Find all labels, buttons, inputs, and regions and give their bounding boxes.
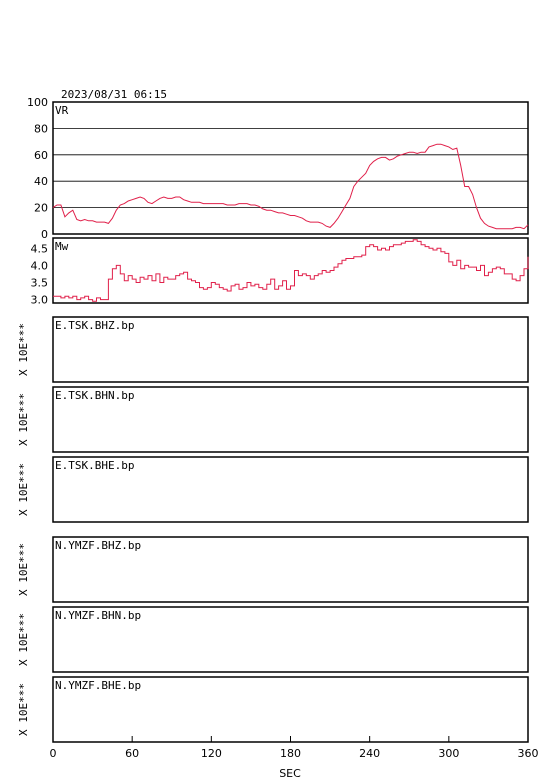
waveform-panel: N.YMZF.BHZ.bp X 10E*** — [17, 536, 529, 603]
waveform-frame — [52, 456, 529, 523]
x-axis: 0 60 120 180 240 300 360 — [50, 736, 539, 760]
x-tick-label: 300 — [438, 747, 459, 760]
vr-frame — [52, 101, 529, 235]
vr-gridlines — [53, 127, 528, 209]
vr-panel-label: VR — [55, 104, 69, 117]
waveform-panels: E.TSK.BHZ.bp X 10E*** E.TSK.BHN.bp X 10E***… — [17, 316, 529, 743]
mw-y-tick-label: 4.0 — [31, 259, 49, 272]
mw-series-line — [53, 239, 529, 302]
x-tick-label: 180 — [280, 747, 301, 760]
waveform-panel: N.YMZF.BHN.bp X 10E*** — [17, 606, 529, 673]
vr-y-ticks: 0 20 40 60 80 100 — [27, 96, 48, 241]
mw-panel: 3.0 3.5 4.0 4.5 Mw — [31, 237, 529, 307]
waveform-panel: E.TSK.BHN.bp X 10E*** — [17, 386, 529, 453]
waveform-channel-label: N.YMZF.BHN.bp — [55, 609, 141, 622]
mw-y-tick-label: 3.0 — [31, 294, 49, 307]
waveform-y-axis-label: X 10E*** — [17, 683, 30, 736]
vr-y-tick-label: 80 — [34, 122, 48, 135]
waveform-channel-label: E.TSK.BHE.bp — [55, 459, 134, 472]
waveform-frame — [52, 606, 529, 673]
waveform-panel: E.TSK.BHE.bp X 10E*** — [17, 456, 529, 523]
waveform-y-axis-label: X 10E*** — [17, 463, 30, 516]
x-tick-label: 120 — [201, 747, 222, 760]
waveform-y-axis-label: X 10E*** — [17, 323, 30, 376]
waveform-panel: E.TSK.BHZ.bp X 10E*** — [17, 316, 529, 383]
vr-y-tick-label: 60 — [34, 149, 48, 162]
waveform-frame — [52, 316, 529, 383]
waveform-y-axis-label: X 10E*** — [17, 543, 30, 596]
x-tick-label: 0 — [50, 747, 57, 760]
mw-y-tick-label: 4.5 — [31, 242, 49, 255]
waveform-y-axis-label: X 10E*** — [17, 393, 30, 446]
waveform-frame — [52, 386, 529, 453]
mw-panel-label: Mw — [55, 240, 69, 253]
vr-series-line — [52, 143, 529, 230]
waveform-channel-label: N.YMZF.BHZ.bp — [55, 539, 141, 552]
vr-y-tick-label: 20 — [34, 202, 48, 215]
waveform-channel-label: N.YMZF.BHE.bp — [55, 679, 141, 692]
waveform-panel: N.YMZF.BHE.bp X 10E*** — [17, 676, 529, 743]
waveform-channel-label: E.TSK.BHN.bp — [55, 389, 134, 402]
vr-y-tick-label: 40 — [34, 175, 48, 188]
x-axis-label: SEC — [279, 767, 301, 780]
mw-frame — [52, 237, 529, 304]
waveform-channel-label: E.TSK.BHZ.bp — [55, 319, 134, 332]
x-tick-label: 60 — [125, 747, 139, 760]
waveform-frame — [52, 536, 529, 603]
vr-y-tick-label: 100 — [27, 96, 48, 109]
timestamp-label: 2023/08/31 06:15 — [61, 88, 167, 101]
x-tick-label: 360 — [518, 747, 539, 760]
mw-y-ticks: 3.0 3.5 4.0 4.5 — [31, 242, 49, 306]
mw-y-tick-label: 3.5 — [31, 276, 49, 289]
x-tick-label: 240 — [359, 747, 380, 760]
waveform-y-axis-label: X 10E*** — [17, 613, 30, 666]
vr-y-tick-label: 0 — [41, 228, 48, 241]
vr-panel: 0 20 40 60 80 100 VR — [27, 96, 529, 241]
